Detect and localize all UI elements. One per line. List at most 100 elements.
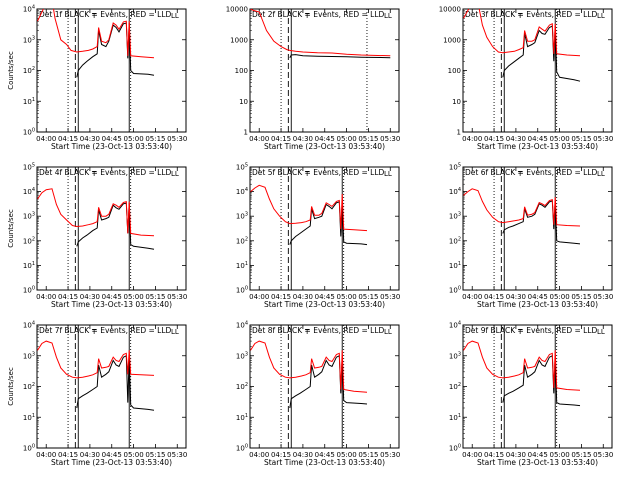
plot-frame [36, 324, 187, 449]
y-tick-label-exp: 4 [32, 321, 35, 327]
y-tick-label-base: 10 [23, 98, 32, 106]
y-tick-label: 100 [23, 128, 35, 137]
x-tick-label: 05:30 [593, 135, 613, 143]
y-tick-label-base: 10 [236, 445, 245, 453]
x-tick-label: 04:00 [36, 135, 56, 143]
y-tick-label-base: 10 [23, 352, 32, 360]
y-tick-label: 103 [23, 35, 35, 44]
annotation-label: T [304, 170, 310, 178]
y-tick-label-exp: 1 [245, 261, 248, 267]
y-tick-label: 103 [23, 212, 35, 221]
y-tick-label: 104 [449, 321, 461, 330]
y-tick-label: 100 [235, 67, 248, 75]
y-tick-label-exp: 0 [32, 286, 35, 292]
x-tick-label: 05:15 [358, 451, 378, 459]
chart-title: Det 2f BLACK = Events, RED = LLD [252, 10, 385, 19]
annotation-label: LL [171, 170, 179, 178]
x-tick-label: 04:30 [80, 451, 100, 459]
x-tick-label: 05:15 [571, 451, 591, 459]
annotation-label: T [91, 170, 97, 178]
annotation-label: T [517, 328, 523, 336]
series-line-lld [463, 9, 581, 57]
annotation-label: LL [171, 328, 179, 336]
y-tick-label-exp: 2 [458, 382, 461, 388]
y-tick-label: 101 [23, 261, 35, 270]
x-tick-label: 04:30 [506, 451, 526, 459]
y-tick-label-exp: 2 [32, 382, 35, 388]
x-tick-label: 04:00 [462, 293, 482, 301]
x-tick-label: 05:30 [167, 135, 187, 143]
y-tick-label-exp: 2 [245, 382, 248, 388]
y-tick-label: 101 [449, 261, 461, 270]
y-tick-label: 1000 [443, 36, 461, 44]
y-tick-label: 100 [23, 286, 35, 295]
y-tick-label: 104 [236, 321, 248, 330]
y-tick-label: 10000 [226, 6, 248, 14]
y-tick-label-exp: 3 [458, 212, 461, 218]
x-tick-label: 05:00 [549, 293, 569, 301]
y-tick-label: 1000 [230, 36, 248, 44]
y-tick-label: 105 [449, 163, 461, 172]
x-tick-label: 04:00 [462, 135, 482, 143]
annotation-label: LL [597, 170, 605, 178]
y-tick-label: 1 [244, 129, 248, 137]
annotation-label: T [304, 12, 310, 20]
x-tick-label: 05:30 [380, 293, 400, 301]
y-tick-label-base: 10 [23, 164, 32, 172]
x-axis-label: Start Time (23-Oct-13 03:53:40) [477, 300, 598, 309]
x-tick-label: 05:15 [571, 293, 591, 301]
plot-frame [462, 166, 613, 291]
y-tick-label-base: 10 [449, 164, 458, 172]
series-line-lld [463, 340, 581, 391]
y-tick-label: 101 [236, 261, 248, 270]
annotation-label: LL [171, 12, 179, 20]
y-tick-label-exp: 1 [458, 261, 461, 267]
y-tick-label: 103 [236, 351, 248, 360]
y-tick-label-base: 10 [236, 188, 245, 196]
annotation-label: LL [597, 12, 605, 20]
y-tick-label-exp: 0 [32, 444, 35, 450]
y-tick-label-exp: 3 [32, 35, 35, 41]
series-line-events [502, 355, 581, 407]
x-tick-label: 05:30 [593, 293, 613, 301]
x-tick-label: 05:00 [336, 135, 356, 143]
y-tick-label: 104 [236, 187, 248, 196]
annotation-label: T [304, 328, 310, 336]
x-tick-label: 04:00 [249, 451, 269, 459]
chart-title: Det 4f BLACK = Events, RED = LLD [39, 168, 172, 177]
y-tick-label: 10 [239, 98, 248, 106]
x-tick-label: 04:45 [528, 293, 548, 301]
y-tick-label: 102 [23, 382, 35, 391]
y-tick-label-base: 10 [236, 352, 245, 360]
y-tick-label: 10000 [439, 6, 461, 14]
x-tick-label: 05:00 [336, 451, 356, 459]
x-tick-label: 04:30 [293, 135, 313, 143]
x-tick-label: 04:15 [484, 135, 504, 143]
y-tick-label-exp: 0 [32, 128, 35, 134]
x-axis-label: Start Time (23-Oct-13 03:53:40) [477, 142, 598, 151]
y-tick-label-base: 10 [449, 383, 458, 391]
y-tick-label-exp: 4 [245, 187, 248, 193]
y-tick-label-exp: 2 [32, 236, 35, 242]
chart-title: Det 3f BLACK = Events, RED = LLD [465, 10, 598, 19]
series-line-events [289, 54, 391, 59]
y-tick-label-base: 10 [236, 287, 245, 295]
y-tick-label-base: 10 [23, 414, 32, 422]
x-tick-label: 04:30 [506, 293, 526, 301]
y-tick-label-exp: 5 [245, 163, 248, 169]
y-tick-label-base: 10 [449, 188, 458, 196]
x-tick-label: 05:15 [358, 135, 378, 143]
chart-title: Det 9f BLACK = Events, RED = LLD [465, 326, 598, 335]
y-tick-label-exp: 1 [32, 413, 35, 419]
x-tick-label: 04:45 [528, 135, 548, 143]
y-tick-label: 103 [449, 212, 461, 221]
y-tick-label-base: 10 [23, 287, 32, 295]
y-tick-label: 101 [23, 97, 35, 106]
series-line-events [76, 355, 155, 411]
annotation-label: T [91, 328, 97, 336]
x-tick-label: 05:15 [145, 293, 165, 301]
y-tick-label: 104 [449, 187, 461, 196]
y-tick-label-exp: 5 [32, 163, 35, 169]
chart-title: Det 8f BLACK = Events, RED = LLD [252, 326, 385, 335]
